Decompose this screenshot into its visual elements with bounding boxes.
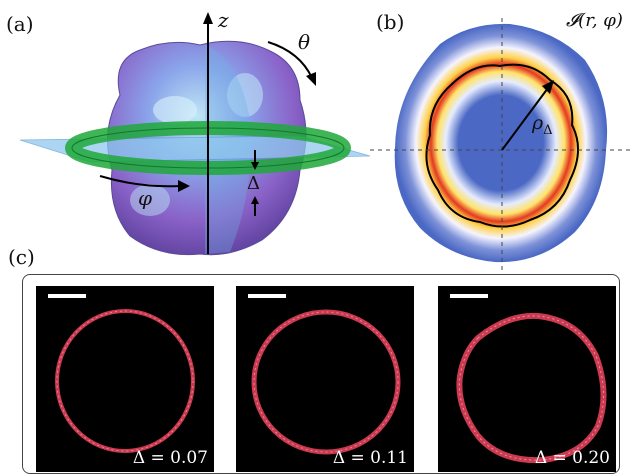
panel-b-label: (b) xyxy=(376,10,405,34)
theta-label: θ xyxy=(298,30,311,54)
micrograph-3: Δ = 0.20 xyxy=(438,286,616,472)
thickness-delta-label: Δ xyxy=(247,173,260,194)
rho-subscript: Δ xyxy=(543,122,553,138)
membrane-ring-2 xyxy=(251,309,401,455)
vesicle-3d-sketch xyxy=(19,12,371,256)
delta-value-3: Δ = 0.20 xyxy=(534,448,610,468)
membrane-ring-3 xyxy=(456,312,607,464)
delta-value-2: Δ = 0.11 xyxy=(332,448,408,468)
delta-value-1: Δ = 0.07 xyxy=(132,448,208,468)
membrane-ring-1 xyxy=(55,309,195,453)
scale-bar-2 xyxy=(248,294,286,298)
scale-bar-1 xyxy=(48,294,86,298)
scale-bar-3 xyxy=(450,294,488,298)
intensity-map xyxy=(370,18,632,270)
micrograph-1: Δ = 0.07 xyxy=(36,286,214,472)
panel-a-label: (a) xyxy=(6,12,34,36)
panel-c-label: (c) xyxy=(8,245,35,269)
micrograph-2: Δ = 0.11 xyxy=(236,286,414,472)
phi-label: φ xyxy=(138,186,153,210)
intensity-label: 𝓘(r, φ) xyxy=(566,10,623,31)
rho-label: ρΔ xyxy=(532,112,553,138)
panels-ab-graphic xyxy=(19,12,632,270)
z-axis-label: z xyxy=(218,8,229,32)
